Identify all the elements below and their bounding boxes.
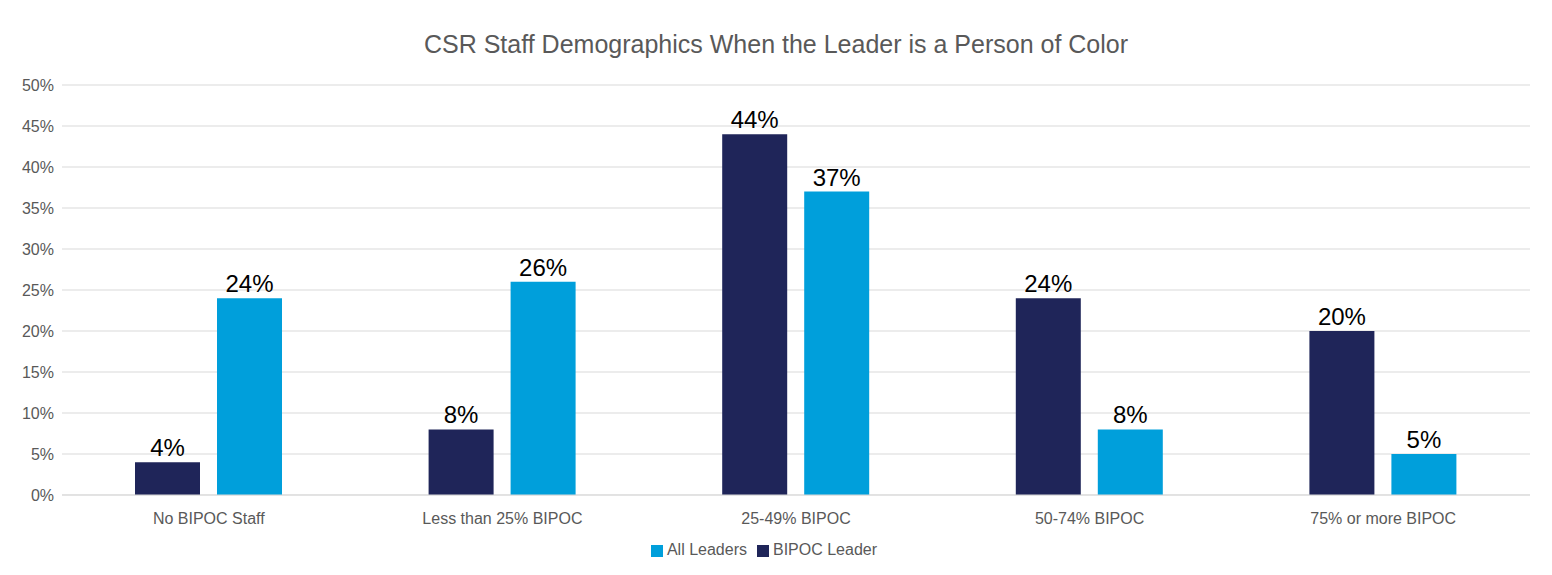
html-text:CSR Staff Demographics When th: CSR Staff Demographics When the Leader i… <box>424 30 1128 58</box>
svg-text:20%: 20% <box>22 323 54 340</box>
svg-text:8%: 8% <box>444 401 479 428</box>
svg-text:5%: 5% <box>31 446 54 463</box>
svg-text:24%: 24% <box>1024 270 1072 297</box>
svg-text:15%: 15% <box>22 364 54 381</box>
html-text:All Leaders: All Leaders <box>666 541 747 558</box>
svg-text:50-74% BIPOC: 50-74% BIPOC <box>1035 510 1144 527</box>
svg-text:5%: 5% <box>1407 426 1442 453</box>
svg-text:30%: 30% <box>22 241 54 258</box>
svg-text:4%: 4% <box>150 434 185 461</box>
svg-text:40%: 40% <box>22 159 54 176</box>
svg-text:25%: 25% <box>22 282 54 299</box>
svg-text:75% or more BIPOC: 75% or more BIPOC <box>1310 510 1456 527</box>
html-text:BIPOC Leader: BIPOC Leader <box>773 541 877 558</box>
svg-text:35%: 35% <box>22 200 54 217</box>
svg-text:20%: 20% <box>1318 303 1366 330</box>
svg-text:10%: 10% <box>22 405 54 422</box>
svg-text:24%: 24% <box>225 270 273 297</box>
svg-text:26%: 26% <box>519 254 567 281</box>
svg-text:No BIPOC Staff: No BIPOC Staff <box>153 510 265 527</box>
svg-text:0%: 0% <box>31 487 54 504</box>
svg-text:50%: 50% <box>22 77 54 94</box>
svg-text:37%: 37% <box>813 164 861 191</box>
svg-text:8%: 8% <box>1113 401 1148 428</box>
svg-text:Less than 25% BIPOC: Less than 25% BIPOC <box>422 510 582 527</box>
svg-text:25-49% BIPOC: 25-49% BIPOC <box>741 510 850 527</box>
svg-text:44%: 44% <box>731 106 779 133</box>
svg-text:45%: 45% <box>22 118 54 135</box>
